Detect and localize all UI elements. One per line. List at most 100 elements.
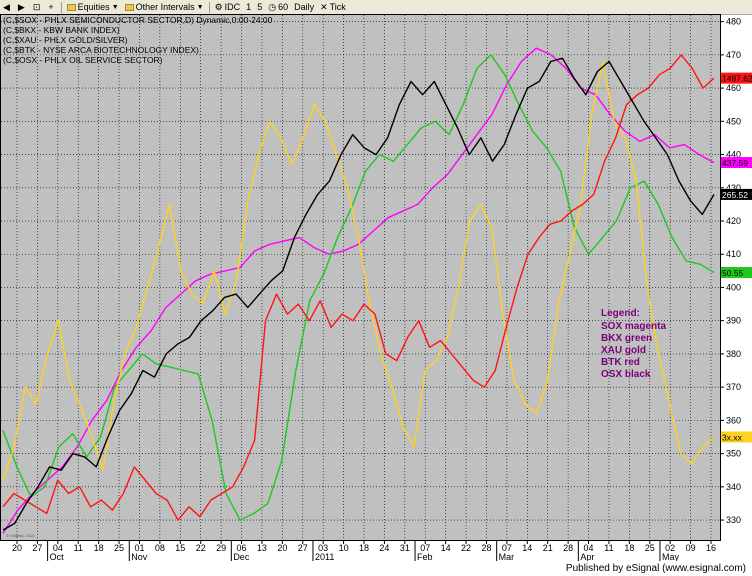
toolbar-label: 5: [257, 2, 263, 12]
month-label: May: [662, 552, 680, 561]
x-tick-label: 11: [74, 543, 83, 553]
x-tick-label: 25: [114, 543, 124, 553]
badge-label: 437.59: [722, 158, 748, 168]
x-tick-label: 28: [563, 543, 573, 553]
y-tick-label: 340: [726, 482, 741, 492]
close-icon: ✕: [320, 1, 328, 12]
x-tick-label: 07: [420, 543, 430, 553]
toolbar-separator: [60, 1, 62, 13]
legend-item: OSX black: [601, 369, 651, 380]
x-tick-label: 16: [706, 543, 716, 553]
legend-item: SOX magenta: [601, 321, 666, 332]
y-tick-label: 480: [726, 17, 741, 27]
badge-label: 265.52: [722, 190, 748, 200]
y-tick-label: 380: [726, 349, 741, 359]
y-tick-label: 370: [726, 382, 741, 392]
y-tick-label: 410: [726, 249, 741, 259]
toolbar-back-button[interactable]: ◀: [0, 1, 15, 14]
last-value-badge-xau: 3x.xx: [721, 431, 752, 443]
toolbar-label: IDC: [224, 2, 241, 12]
x-tick-label: 22: [461, 543, 471, 553]
toolbar-forward-button[interactable]: ▶: [15, 1, 30, 14]
x-tick-label: 25: [645, 543, 655, 553]
add-icon: +: [48, 1, 54, 12]
series-layer: [2, 47, 715, 534]
x-tick-label: 04: [53, 543, 63, 553]
plot-border: [0, 14, 721, 541]
gear-icon: ⚙: [214, 1, 223, 12]
toolbar-link-button[interactable]: ⊡: [30, 1, 46, 14]
series-header-line: (C,$BKX - KBW BANK INDEX): [3, 25, 120, 35]
toolbar-label: Tick: [329, 2, 346, 12]
toolbar-daily[interactable]: Daily: [291, 1, 317, 14]
badge-background: [721, 431, 752, 443]
x-tick-label: 22: [196, 543, 206, 553]
legend-item: XAU gold: [601, 345, 646, 356]
legend-item: BKX green: [601, 333, 652, 344]
series-header-line: (C,$XAU - PHLX GOLD/SILVER): [3, 35, 128, 45]
y-axis: 330 340 350 360 370 380 390 400 410 420 430 440 450 4…: [720, 17, 752, 525]
x-tick-label: 18: [359, 543, 369, 553]
toolbar-idc[interactable]: ⚙ IDC: [212, 1, 244, 14]
series-line-osx: [2, 57, 715, 531]
badge-label: 3x.xx: [722, 432, 743, 442]
chart: (C,$SOX - PHLX SEMICONDUCTOR SECTOR,D) D…: [0, 14, 752, 561]
month-label: 2011: [315, 552, 334, 561]
series-line-btk: [2, 54, 715, 521]
x-tick-label: 15: [175, 543, 185, 553]
badge-background: [721, 72, 752, 84]
month-label: Feb: [417, 552, 433, 561]
series-line-bkx: [2, 54, 715, 521]
y-tick-label: 470: [726, 50, 741, 60]
toolbar-1[interactable]: 1: [243, 1, 254, 14]
watermark: © eSignal, 2010: [6, 533, 35, 538]
y-tick-label: 420: [726, 216, 741, 226]
month-label: Apr: [580, 552, 594, 561]
month-label: Mar: [499, 552, 515, 561]
y-tick-label: 450: [726, 116, 741, 126]
x-tick-label: 13: [257, 543, 267, 553]
legend-title: Legend:: [601, 308, 640, 319]
badge-background: [721, 157, 752, 169]
toolbar-equities[interactable]: Equities ▼: [64, 1, 122, 14]
folder-icon: [66, 3, 76, 11]
circle-icon: ◷: [268, 1, 277, 12]
toolbar-60[interactable]: ◷ 60: [265, 1, 291, 14]
y-tick-label: 400: [726, 282, 741, 292]
x-tick-label: 24: [379, 543, 389, 553]
chevron-down-icon: ▼: [111, 3, 119, 11]
badge-background: [721, 267, 752, 279]
y-tick-label: 460: [726, 83, 741, 93]
x-tick-label: 07: [502, 543, 512, 553]
toolbar-other-intervals[interactable]: Other Intervals ▼: [122, 1, 207, 14]
y-tick-label: 390: [726, 316, 741, 326]
legend-item: BTK red: [601, 357, 640, 368]
chevron-down-icon: ▼: [196, 3, 204, 11]
series-header-line: (C,$SOX - PHLX SEMICONDUCTOR SECTOR,D) D…: [3, 15, 273, 25]
x-tick-label: 29: [216, 543, 226, 553]
x-tick-label: 02: [665, 543, 675, 553]
forward-icon: ▶: [17, 1, 25, 12]
toolbar-separator: [208, 1, 210, 13]
badge-background: [721, 188, 752, 200]
x-tick-label: 14: [522, 543, 532, 553]
toolbar-add-button[interactable]: +: [45, 1, 58, 14]
toolbar-label: 60: [278, 2, 289, 12]
y-tick-label: 360: [726, 415, 741, 425]
toolbar-tick[interactable]: ✕ Tick: [317, 1, 349, 14]
x-tick-label: 03: [318, 543, 328, 553]
toolbar-label: 1: [246, 2, 252, 12]
x-tick-label: 09: [686, 543, 696, 553]
x-tick-label: 06: [237, 543, 247, 553]
x-tick-label: 10: [339, 543, 349, 553]
x-tick-label: 31: [400, 543, 410, 553]
y-tick-label: 440: [726, 150, 741, 160]
footer: Published by eSignal (www.esignal.com): [0, 561, 752, 576]
toolbar: ◀ ▶ ⊡ + Equities ▼ Other Intervals ▼ ⚙ IDC 1 5 ◷ 60 Da…: [0, 0, 752, 15]
toolbar-5[interactable]: 5: [254, 1, 265, 14]
last-value-badge-osx: 265.52: [721, 188, 752, 200]
series-header-line: (C,$BTK - NYSE ARCA BIOTECHNOLOGY INDEX): [3, 45, 199, 55]
x-tick-label: 04: [584, 543, 594, 553]
x-tick-label: 11: [604, 543, 613, 553]
footer-text: Published by eSignal (www.esignal.com): [565, 563, 746, 574]
